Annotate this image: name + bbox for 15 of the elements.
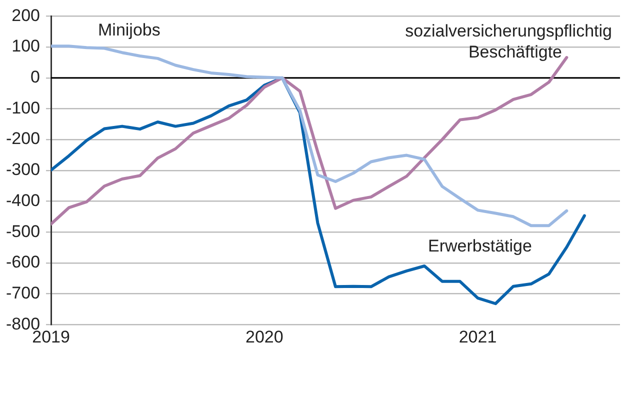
y-tick-label: -500: [6, 222, 40, 241]
series-label: Minijobs: [98, 20, 160, 40]
y-tick-label: -300: [6, 160, 40, 180]
series-label: Erwerbstätige: [428, 236, 532, 256]
y-tick-label: 100: [12, 36, 40, 56]
y-tick-label: 0: [30, 68, 40, 87]
x-tick-label: 2021: [458, 327, 497, 346]
y-tick-label: 200: [12, 6, 40, 25]
y-tick-label: -700: [6, 283, 40, 302]
y-tick-label: -200: [6, 129, 40, 148]
y-tick-label: -100: [6, 98, 40, 118]
y-tick-label: -600: [6, 252, 40, 272]
x-tick-label: 2020: [245, 327, 284, 346]
text: sozialversicherungspflichtig Beschäftigte: [405, 22, 612, 62]
y-tick-label: -400: [6, 190, 40, 210]
